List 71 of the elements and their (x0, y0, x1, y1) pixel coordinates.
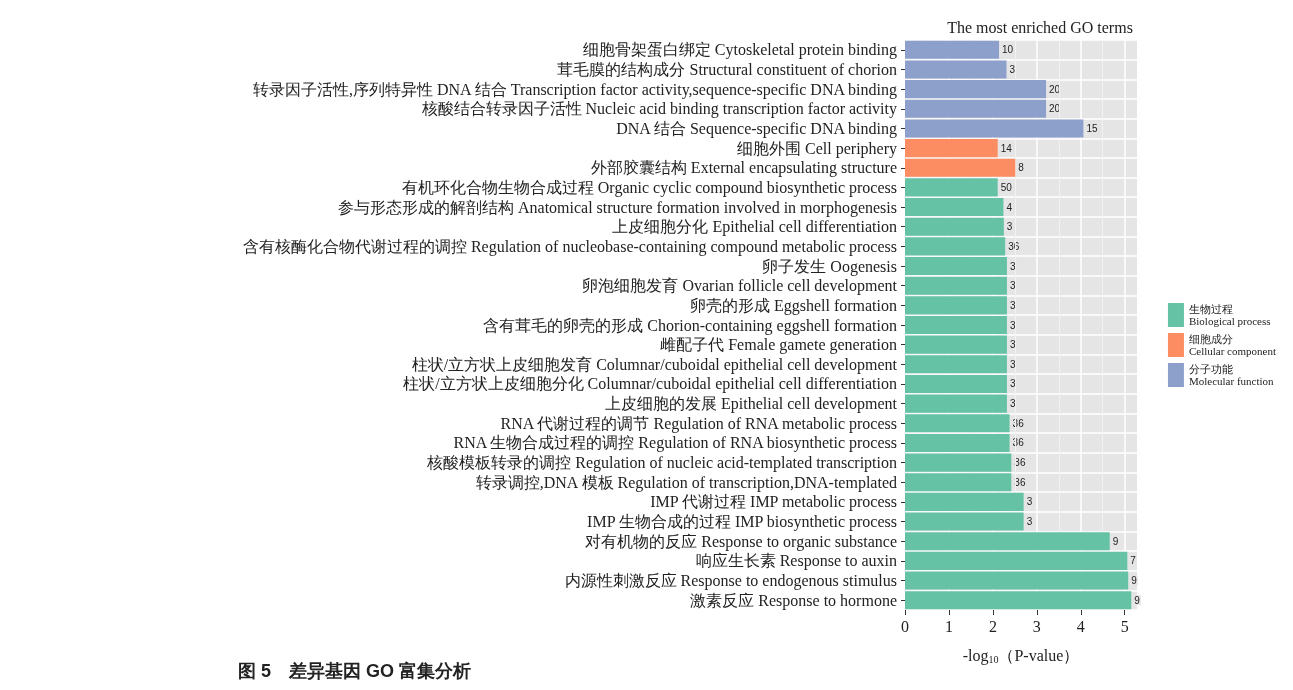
legend-label: 分子功能 Molecular function (1188, 363, 1275, 387)
y-tick-label: 核酸模板转录的调控 Regulation of nucleic acid-templated transcription (426, 454, 897, 473)
y-tick-label: 柱状/立方状上皮细胞发育 Columnar/cuboidal epithelial cell development (411, 355, 898, 374)
y-tick-label: 核酸结合转录因子活性 Nucleic acid binding transcription factor activity (420, 100, 897, 119)
annotation: 3 (1009, 319, 1016, 331)
x-tick-label: 2 (988, 617, 997, 635)
x-tick-label: 4 (1076, 617, 1085, 635)
x-tick-label: 0 (901, 617, 909, 635)
annotation: 8 (1018, 162, 1025, 174)
y-tick-label: IMP 生物合成的过程 IMP biosynthetic process (587, 513, 897, 532)
bar (905, 256, 1007, 276)
x-tick-label: 5 (1120, 617, 1129, 635)
x-tick-label: 3 (1032, 617, 1041, 635)
annotation: 3 (1009, 260, 1016, 272)
y-tick-label: 含有核酶化合物代谢过程的调控 Regulation of nucleobase-containing compound metabolic process (242, 237, 897, 256)
y-tick-label: 响应生长素 Response to auxin (695, 552, 897, 571)
y-tick-label: 细胞骨架蛋白绑定 Cytoskeletal protein binding (582, 41, 897, 60)
annotation: 3 (1006, 221, 1013, 233)
annotation: 3 (1009, 378, 1016, 390)
y-tick-label: IMP 代谢过程 IMP metabolic process (650, 493, 897, 512)
annotation: 3 (1009, 398, 1016, 410)
y-tick-label: 卵泡细胞发育 Ovarian follicle cell development (582, 277, 898, 296)
bar (905, 178, 998, 197)
chart-title: The most enriched GO terms (947, 18, 1133, 36)
y-tick-label: 雌配子代 Female gamete generation (660, 336, 897, 355)
annotation: 14 (1000, 142, 1013, 154)
bar (905, 139, 998, 158)
annotation: 10 (1002, 44, 1014, 56)
y-tick-label: 外部胶囊结构 External encapsulating structure (590, 159, 897, 178)
bar (905, 158, 1016, 177)
y-tick-label: 转录因子活性,序列特异性 DNA 结合 Transcription factor activity,sequence-specific DNA binding (252, 80, 897, 99)
bar (905, 492, 1024, 511)
y-tick-label: RNA 生物合成过程的调控 Regulation of RNA biosynthetic process (453, 434, 897, 453)
y-tick-label: 茸毛膜的结构成分 Structural constituent of chorion (557, 60, 897, 78)
y-tick-label: 内源性刺激反应 Response to endogenous stimulus (564, 572, 897, 591)
bar (905, 433, 1010, 452)
legend-label: 生物过程 Biological process (1188, 303, 1271, 327)
y-tick-label: 激素反应 Response to hormone (690, 591, 897, 610)
annotation: 50 (1000, 181, 1013, 193)
y-tick-label: 对有机物的反应 Response to organic substance (585, 532, 897, 551)
annotation: 9 (1131, 575, 1138, 587)
annotation: 3 (1009, 63, 1016, 75)
y-tick-label: 参与形态形成的解剖结构 Anatomical structure formation involved in morphogenesis (337, 198, 897, 217)
annotation: 4 (1006, 201, 1013, 213)
x-tick-label: 1 (944, 617, 953, 635)
annotation: 3 (1026, 516, 1033, 528)
annotation: 7 (1130, 555, 1137, 567)
caption: 图 5 差异基因 GO 富集分析 (238, 661, 472, 681)
legend-label: 细胞成分 Cellular component (1188, 333, 1276, 357)
annotation: 3 (1009, 339, 1016, 351)
y-tick-label: 上皮细胞分化 Epithelial cell differentiation (612, 218, 897, 237)
bar (905, 315, 1007, 335)
annotation: 3 (1009, 299, 1016, 311)
annotation: 3 (1026, 496, 1033, 508)
annotation: 15 (1086, 122, 1098, 134)
annotation: 3 (1009, 358, 1016, 370)
y-tick-label: 转录调控,DNA 模板 Regulation of transcription,DNA-templated (475, 473, 897, 492)
y-tick-label: 有机环化合物生物合成过程 Organic cyclic compound biosynthetic process (401, 178, 897, 197)
annotation: 9 (1112, 535, 1119, 547)
annotation: 3 (1009, 280, 1016, 292)
y-tick-label: 含有茸毛的卵壳的形成 Chorion-containing eggshell formation (483, 316, 897, 335)
y-tick-label: 柱状/立方状上皮细胞分化 Columnar/cuboidal epithelial cell differentiation (403, 375, 897, 394)
y-tick-label: RNA 代谢过程的调节 Regulation of RNA metabolic process (500, 414, 897, 433)
bar (905, 374, 1007, 394)
y-tick-label: 上皮细胞的发展 Epithelial cell development (605, 395, 898, 414)
y-tick-label: 卵子发生 Oogenesis (762, 257, 897, 276)
y-tick-label: 细胞外围 Cell periphery (737, 139, 897, 158)
y-tick-label: 卵壳的形成 Eggshell formation (689, 296, 897, 315)
y-tick-label: DNA 结合 Sequence-specific DNA binding (616, 119, 897, 138)
bar (905, 198, 1004, 217)
annotation: 9 (1134, 594, 1141, 606)
